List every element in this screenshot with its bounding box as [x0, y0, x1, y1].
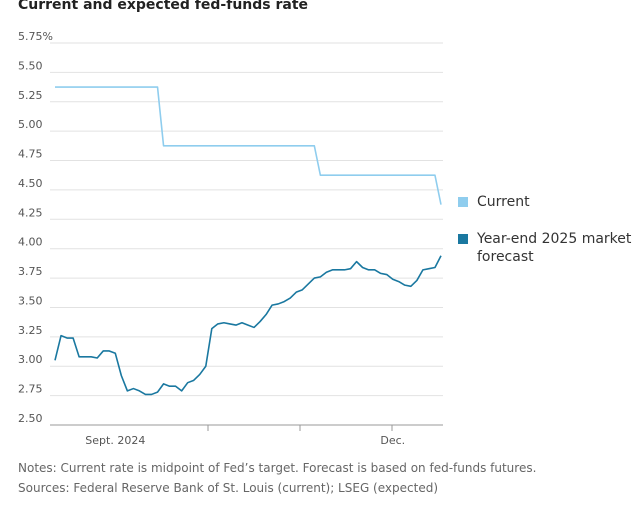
y-tick-label: 5.50 — [18, 59, 43, 72]
y-tick-label: 4.25 — [18, 206, 43, 219]
chart-title: Current and expected fed-funds rate — [18, 0, 308, 13]
legend-label: Current — [477, 194, 530, 210]
note: Notes: Current rate is midpoint of Fed’s… — [18, 461, 537, 475]
y-tick-label: 5.00 — [18, 118, 43, 131]
legend-item: Current — [458, 193, 633, 211]
y-tick-label: 5.25 — [18, 89, 43, 102]
series-line — [55, 86, 442, 205]
x-tick-label: Sept. 2024 — [85, 434, 145, 447]
y-tick-label: 2.75 — [18, 383, 43, 396]
y-tick-label: 3.00 — [18, 353, 43, 366]
y-tick-label: 3.50 — [18, 294, 43, 307]
legend-swatch — [458, 234, 468, 244]
legend-swatch — [458, 197, 468, 207]
y-tick-label: 4.50 — [18, 177, 43, 190]
x-tick-label: Dec. — [380, 434, 405, 447]
legend-label: Year-end 2025 market forecast — [477, 231, 632, 265]
note: Sources: Federal Reserve Bank of St. Lou… — [18, 481, 438, 495]
y-tick-label: 2.50 — [18, 412, 43, 425]
legend-item: Year-end 2025 market forecast — [458, 230, 633, 266]
y-tick-label: 4.00 — [18, 236, 43, 249]
y-tick-label: 4.75 — [18, 148, 43, 161]
y-tick-label: 3.75 — [18, 265, 43, 278]
series-line — [54, 255, 442, 396]
y-tick-label: 3.25 — [18, 324, 43, 337]
y-tick-label: 5.75% — [18, 30, 53, 43]
